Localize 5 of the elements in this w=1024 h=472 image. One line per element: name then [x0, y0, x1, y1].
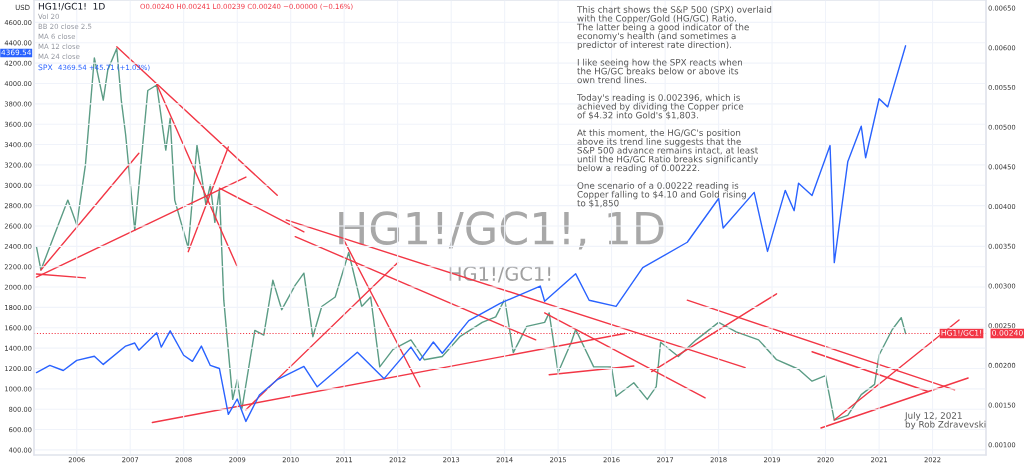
chart-title: HG1!/GC1! 1D — [38, 2, 105, 11]
text: This chart shows the S&P 500 (SPX) overlaid with the Copper/Gold (HG/GC) Ratio. The latter being a good indicator of the economy's health (and sometimes a predictor of interest rate direction). I like seeing how the SPX reacts when the HG/GC breaks below or above its own trend lines. Today's reading is 0.002396, which is achieved by dividing the Copper price of $4.32 into Gold's $1,803. At this moment, the HG/GC's position above its trend line suggests that the S&P 500 advance remains intact, at least until the HG/GC Ratio breaks significantly below a reading of 0.00222. One scenario of a 0.00222 reading is Copper falling to $4.10 and Gold rising to $1,850 — [576, 6, 772, 208]
annotation: HG1!/GC1! — [449, 266, 551, 283]
annotation: HG1!/GC1!, 1D — [339, 211, 664, 250]
annotation: July 12, 2021 by Rob Zdravevski — [904, 412, 986, 430]
